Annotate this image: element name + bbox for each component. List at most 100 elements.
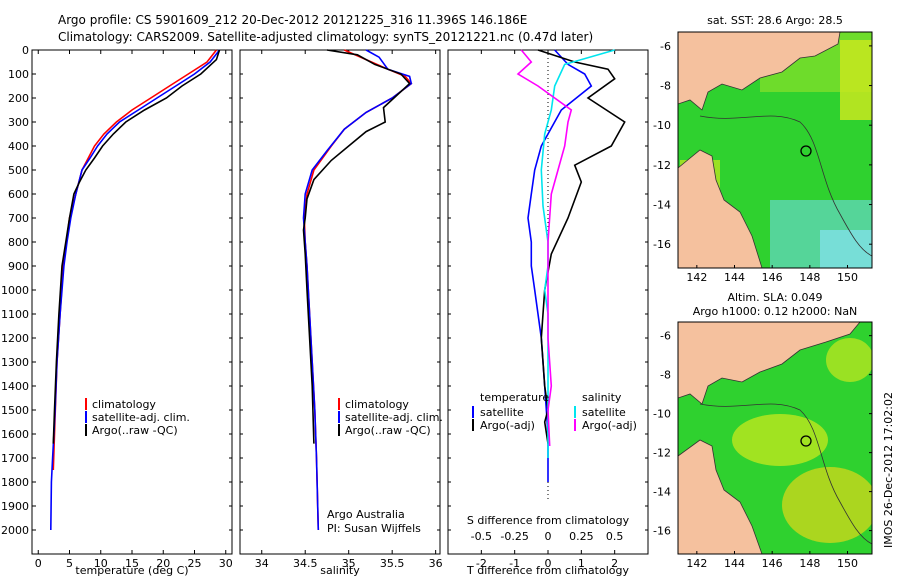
t-difference-axis-label: T difference from climatology xyxy=(466,564,629,577)
series-line-argo-raw-qc- xyxy=(302,49,411,444)
legend-label-climatology: climatology xyxy=(345,398,409,411)
x-tick-label: 0 xyxy=(545,557,552,570)
s-diff-tick-label: 0.5 xyxy=(606,530,624,543)
depth-tick-label: 600 xyxy=(8,188,29,201)
x-tick-label: -2 xyxy=(476,557,487,570)
series-line-t-argo-adj- xyxy=(537,49,626,444)
altim-bathymetry-contour xyxy=(699,403,872,545)
legend-title-salinity: salinity xyxy=(582,391,622,404)
salinity-axis-label: salinity xyxy=(320,564,360,577)
depth-tick-label: 1600 xyxy=(1,428,29,441)
imos-timestamp: IMOS 26-Dec-2012 17:02:02 xyxy=(882,392,895,548)
lat-tick-label: -8 xyxy=(660,369,671,382)
altim-high-center xyxy=(732,414,828,466)
depth-axis: 0 100 200 300 400 500 600 700 800 900 1000 1100 1200… xyxy=(1,44,36,537)
s-diff-tick-label: -0.5 xyxy=(471,530,492,543)
x-tick-label: 20 xyxy=(156,557,170,570)
depth-tick-label: 1400 xyxy=(1,380,29,393)
sst-map-title: sat. SST: 28.6 Argo: 28.5 xyxy=(707,14,843,27)
series-line-climatology xyxy=(303,49,413,531)
legend-label-argo: Argo(..raw -QC) xyxy=(345,424,431,437)
altim-map-ticks: -6 -8 -10 -12 -14 -16 142 144 146 148 150 xyxy=(653,330,872,570)
series-line-satellite-adj-clim- xyxy=(50,49,221,531)
depth-tick-label: 500 xyxy=(8,164,29,177)
series-line-s-argo-adj- xyxy=(516,49,573,447)
difference-salinity-legend: salinity satellite Argo(-adj) xyxy=(574,391,637,432)
lat-tick-label: -12 xyxy=(653,447,671,460)
depth-tick-label: 1100 xyxy=(1,308,29,321)
lon-tick-label: 150 xyxy=(837,271,858,284)
s-difference-axis-label: S difference from climatology xyxy=(467,514,630,527)
lon-tick-label: 144 xyxy=(724,557,745,570)
x-tick-label: 35.5 xyxy=(380,557,405,570)
legend-label-s-argo: Argo(-adj) xyxy=(582,419,637,432)
altim-map-title: Altim. SLA: 0.049 xyxy=(727,291,822,304)
legend-label-satellite: satellite-adj. clim. xyxy=(345,411,443,424)
depth-tick-label: 100 xyxy=(8,68,29,81)
legend-label-s-satellite: satellite xyxy=(582,406,626,419)
depth-tick-label: 900 xyxy=(8,260,29,273)
climatology-title: Climatology: CARS2009. Satellite-adjuste… xyxy=(58,30,593,44)
lat-tick-label: -10 xyxy=(653,408,671,421)
lat-tick-label: -8 xyxy=(660,80,671,93)
depth-tick-label: 400 xyxy=(8,140,29,153)
new-guinea-land xyxy=(678,322,861,405)
legend-title-temperature: temperature xyxy=(480,391,549,404)
temperature-axis-label: temperature (deg C) xyxy=(75,564,188,577)
altim-profile-marker xyxy=(800,435,812,447)
depth-tick-label: 1800 xyxy=(1,476,29,489)
x-tick-label: 30 xyxy=(219,557,233,570)
x-tick-label: 36 xyxy=(429,557,443,570)
salinity-legend: climatology satellite-adj. clim. Argo(..… xyxy=(338,398,443,437)
depth-tick-label: 800 xyxy=(8,236,29,249)
depth-tick-label: 0 xyxy=(22,44,29,57)
depth-tick-label: 700 xyxy=(8,212,29,225)
legend-label-satellite: satellite-adj. clim. xyxy=(92,411,190,424)
lat-tick-label: -16 xyxy=(653,238,671,251)
lon-tick-label: 148 xyxy=(799,557,820,570)
x-tick-label: 34.5 xyxy=(293,557,318,570)
institution-annotation: Argo Australia xyxy=(327,508,405,521)
x-tick-label: 25 xyxy=(188,557,202,570)
depth-tick-label: 2000 xyxy=(1,524,29,537)
s-diff-tick-label: 0.25 xyxy=(569,530,594,543)
x-tick-label: -1 xyxy=(509,557,520,570)
x-tick-label: 2 xyxy=(611,557,618,570)
x-tick-label: 35 xyxy=(342,557,356,570)
x-tick-label: 15 xyxy=(125,557,139,570)
temperature-panel: 0 5 10 15 20 25 30 xyxy=(32,49,233,570)
s-diff-tick-label: 0 xyxy=(545,530,552,543)
sst-bathymetry-contour xyxy=(699,115,872,257)
series-line-argo-raw-qc- xyxy=(52,49,221,444)
sst-map-frame xyxy=(677,31,873,269)
salinity-panel-frame xyxy=(239,49,441,555)
lat-tick-label: -16 xyxy=(653,525,671,538)
x-tick-label: 10 xyxy=(94,557,108,570)
altim-high-northeast xyxy=(826,338,872,382)
lat-tick-label: -10 xyxy=(653,119,671,132)
temperature-legend: climatology satellite-adj. clim. Argo(..… xyxy=(85,398,190,437)
profile-title: Argo profile: CS 5901609_212 20-Dec-2012… xyxy=(58,13,527,27)
pi-annotation: PI: Susan Wijffels xyxy=(327,522,421,535)
sst-map xyxy=(678,32,872,268)
lon-tick-label: 144 xyxy=(724,271,745,284)
x-tick-label: 5 xyxy=(66,557,73,570)
altim-map-frame xyxy=(677,321,873,555)
lat-tick-label: -14 xyxy=(653,486,671,499)
lat-tick-label: -6 xyxy=(660,330,671,343)
legend-label-t-argo: Argo(-adj) xyxy=(480,419,535,432)
lat-tick-label: -6 xyxy=(660,40,671,53)
salinity-panel: 34 34.5 35 35.5 36 xyxy=(240,49,443,570)
difference-panel: -2 -1 0 1 2 -0.5 -0.25 0 0.25 0.5 xyxy=(448,49,648,570)
lon-tick-label: 148 xyxy=(799,271,820,284)
sst-cool-corner xyxy=(820,230,872,268)
lat-tick-label: -14 xyxy=(653,199,671,212)
lon-tick-label: 142 xyxy=(686,271,707,284)
sst-map-ticks: -6 -8 -10 -12 -14 -16 142 144 146 148 150 xyxy=(653,40,872,284)
series-line-satellite-adj-clim- xyxy=(302,49,413,531)
temperature-panel-frame xyxy=(31,49,233,555)
lat-tick-label: -12 xyxy=(653,159,671,172)
sst-warm-east xyxy=(840,40,872,120)
